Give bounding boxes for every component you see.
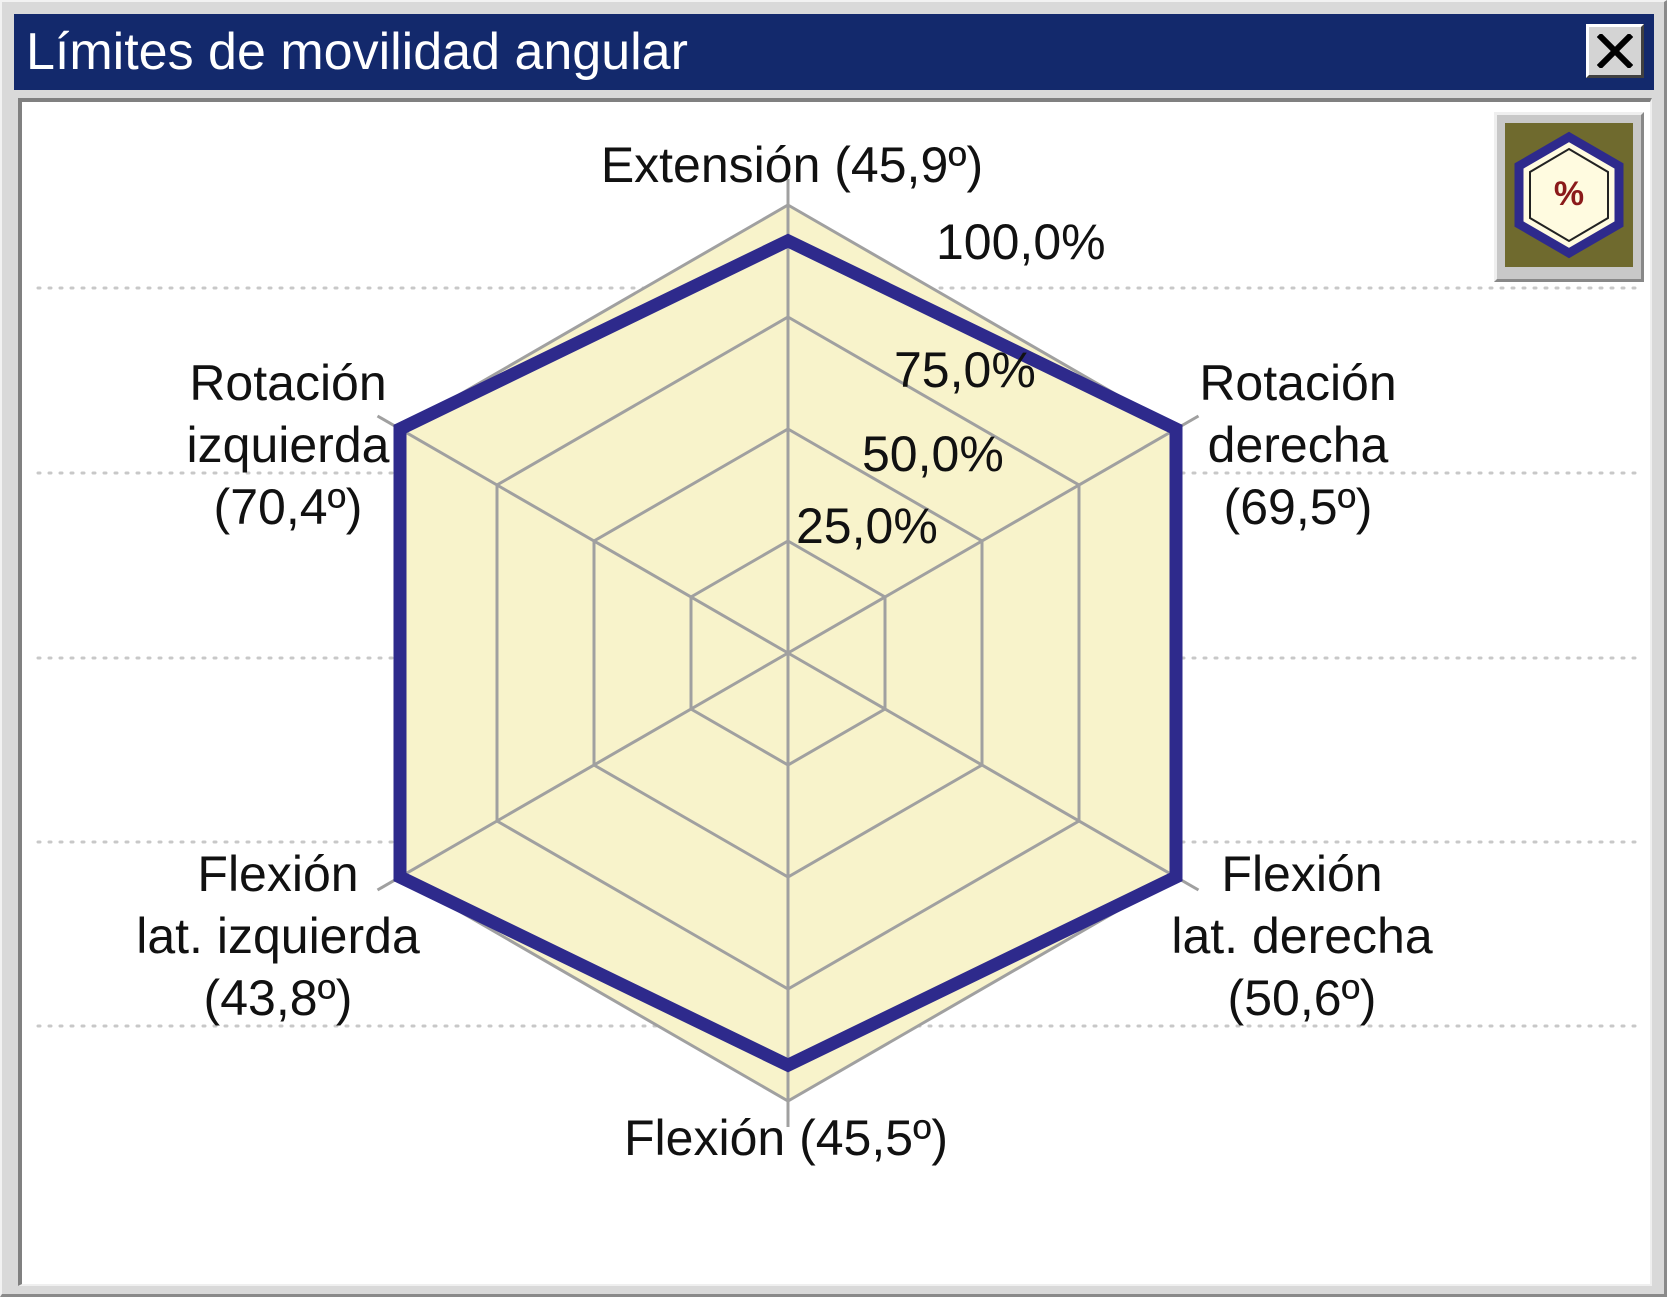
axis-label: Rotación: [1199, 355, 1396, 411]
radar-chart: 25,0% 50,0% 75,0% 100,0% Extensión (45,9º) Ro…: [36, 137, 1644, 1166]
series-polygon: [393, 233, 1183, 1073]
axis-spoke: [787, 414, 1200, 655]
ring-label: 100,0%: [936, 214, 1106, 270]
mode-glyph: %: [1554, 175, 1584, 213]
close-button[interactable]: [1586, 24, 1644, 78]
axis-label: izquierda: [187, 417, 390, 473]
window-title: Límites de movilidad angular: [26, 23, 688, 81]
ring-label: 50,0%: [862, 426, 1004, 482]
axis-label: Flexión (45,5º): [624, 1110, 948, 1166]
axis-spoke: [787, 651, 1200, 892]
axis-label: derecha: [1208, 417, 1389, 473]
axis-label: lat. izquierda: [136, 908, 420, 964]
hexagon-percent-icon: %: [1514, 131, 1624, 259]
axis-label: lat. derecha: [1171, 908, 1432, 964]
axis-label: Rotación: [189, 355, 386, 411]
axis-label: (50,6º): [1228, 970, 1377, 1026]
axis-spoke: [376, 651, 789, 892]
axis-spoke: [376, 414, 789, 655]
chart-panel: 25,0% 50,0% 75,0% 100,0% Extensión (45,9º) Ro…: [18, 98, 1652, 1286]
axis-label: (69,5º): [1224, 479, 1373, 535]
title-bar[interactable]: Límites de movilidad angular: [14, 14, 1654, 90]
axis-label: Flexión: [197, 846, 358, 902]
axis-label: (70,4º): [214, 479, 363, 535]
ring-label: 75,0%: [894, 342, 1036, 398]
percent-mode-button[interactable]: %: [1494, 112, 1644, 282]
axis-label: Flexión: [1221, 846, 1382, 902]
mode-button-face: %: [1505, 123, 1633, 267]
axis-label: Extensión (45,9º): [601, 137, 983, 193]
close-icon: [1597, 34, 1633, 68]
ring-label: 25,0%: [796, 498, 938, 554]
axis-label: (43,8º): [204, 970, 353, 1026]
